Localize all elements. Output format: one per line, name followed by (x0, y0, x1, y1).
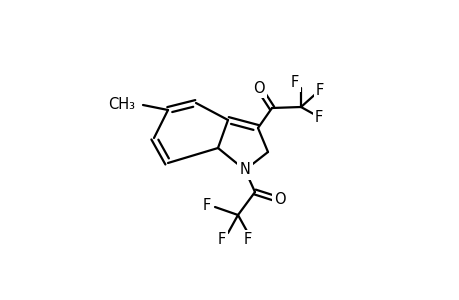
Text: CH₃: CH₃ (108, 97, 135, 112)
Text: F: F (243, 232, 252, 247)
Text: F: F (290, 74, 298, 89)
Text: F: F (314, 110, 322, 124)
Text: F: F (315, 82, 324, 98)
Text: O: O (274, 193, 285, 208)
Text: F: F (202, 197, 211, 212)
Text: F: F (218, 232, 226, 247)
Text: N: N (239, 163, 250, 178)
Text: O: O (252, 80, 264, 95)
